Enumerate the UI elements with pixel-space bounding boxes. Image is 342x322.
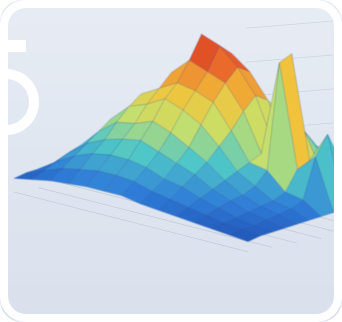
grid-line [38, 187, 273, 248]
ring-accent [0, 69, 39, 135]
grid-line [245, 53, 342, 63]
surface-cell [229, 229, 261, 242]
grid-line [245, 19, 342, 29]
glyph-bar-top [0, 40, 26, 52]
grid-line [13, 191, 249, 253]
partial-digit-glyph [0, 40, 26, 52]
surface-mesh [13, 33, 342, 242]
